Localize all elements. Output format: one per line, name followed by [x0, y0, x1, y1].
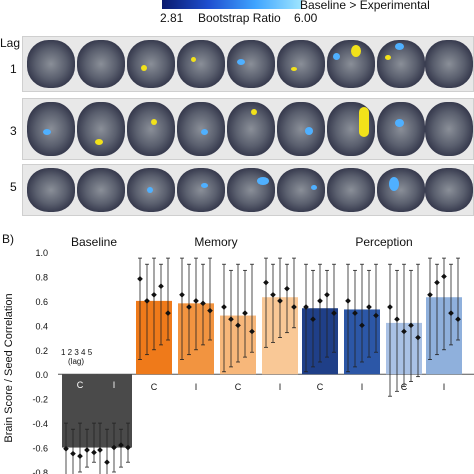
data-point: [331, 310, 337, 316]
category-label: C: [401, 382, 408, 392]
data-point: [317, 298, 323, 304]
data-point: [118, 442, 124, 448]
data-point: [137, 276, 143, 282]
data-point: [249, 328, 255, 335]
y-tick-label: -0.6: [32, 444, 48, 454]
lag-note-sub: (lag): [68, 357, 84, 366]
category-label: I: [443, 382, 446, 392]
data-point: [373, 312, 379, 319]
category-label: C: [151, 382, 158, 392]
data-point: [125, 444, 131, 451]
data-point: [352, 310, 358, 316]
data-point: [441, 273, 447, 280]
y-tick-label: -0.8: [32, 468, 48, 474]
bars: [62, 297, 462, 448]
data-point: [394, 316, 400, 323]
data-point: [387, 304, 393, 310]
y-axis-ticks: -0.8 -0.6 -0.4 -0.2 0.0 0.2 0.4 0.6 0.8 1.0: [32, 248, 48, 474]
data-point: [70, 450, 76, 457]
brain-row-lag-1: [22, 36, 474, 92]
data-point: [366, 304, 372, 310]
legend-label: Baseline > Experimental: [300, 0, 430, 12]
data-point: [284, 285, 290, 292]
panel-b-label: B): [2, 232, 14, 246]
data-point: [186, 304, 192, 310]
data-point: [324, 291, 330, 298]
data-point: [434, 279, 440, 286]
data-point: [415, 334, 421, 341]
lag-1-label: 1: [10, 62, 17, 76]
data-point: [345, 298, 351, 304]
data-point: [291, 304, 297, 310]
bar-chart: Brain Score / Seed Correlation -0.8-0.6-…: [3, 235, 474, 474]
y-tick-label: 0.0: [35, 370, 48, 380]
data-point: [401, 328, 407, 335]
group-label-baseline: Baseline: [71, 235, 117, 249]
category-label: C: [317, 382, 324, 392]
data-point: [448, 310, 454, 316]
data-point: [111, 444, 117, 451]
y-axis-label: Brain Score / Seed Correlation: [3, 293, 15, 442]
data-point: [221, 304, 227, 310]
colorbar-title: Bootstrap Ratio: [198, 11, 281, 25]
category-label: I: [361, 382, 364, 392]
category-label: I: [113, 380, 116, 390]
data-point: [303, 304, 309, 310]
data-point: [242, 310, 248, 316]
error-bars: [64, 257, 460, 474]
brain-row-lag-3: [22, 98, 474, 160]
data-point: [144, 298, 150, 304]
category-label: I: [279, 382, 282, 392]
brain-row-lag-5: [22, 164, 474, 216]
data-point: [427, 291, 433, 298]
data-point: [263, 279, 269, 286]
lag-note: 1 2 3 4 5: [61, 348, 93, 357]
data-point: [151, 291, 157, 298]
y-tick-label: -0.4: [32, 419, 48, 429]
colorbar-max: 6.00: [294, 11, 318, 25]
data-point: [77, 453, 83, 459]
data-point: [270, 291, 276, 298]
group-label-perception: Perception: [355, 235, 412, 249]
data-point: [165, 310, 171, 316]
category-label: I: [195, 382, 198, 392]
lag-5-label: 5: [10, 180, 17, 194]
category-label: C: [235, 382, 242, 392]
data-point: [179, 291, 185, 298]
data-point: [193, 298, 199, 304]
y-tick-label: 1.0: [35, 248, 48, 258]
colorbar-min: 2.81: [160, 11, 184, 25]
group-label-memory: Memory: [194, 235, 237, 249]
category-label: C: [77, 380, 84, 390]
lag-header: Lag: [0, 36, 21, 50]
data-point: [84, 447, 90, 453]
y-tick-label: -0.2: [32, 395, 48, 405]
colorbar-gradient: [162, 0, 302, 9]
y-tick-label: 0.8: [35, 272, 48, 282]
y-tick-label: 0.6: [35, 297, 48, 307]
y-tick-label: 0.2: [35, 346, 48, 356]
data-point: [91, 449, 97, 456]
data-point: [277, 298, 283, 304]
data-point: [97, 447, 103, 453]
data-point: [104, 459, 110, 466]
lag-3-label: 3: [10, 124, 17, 138]
data-point: [158, 283, 164, 290]
y-tick-label: 0.4: [35, 321, 48, 331]
